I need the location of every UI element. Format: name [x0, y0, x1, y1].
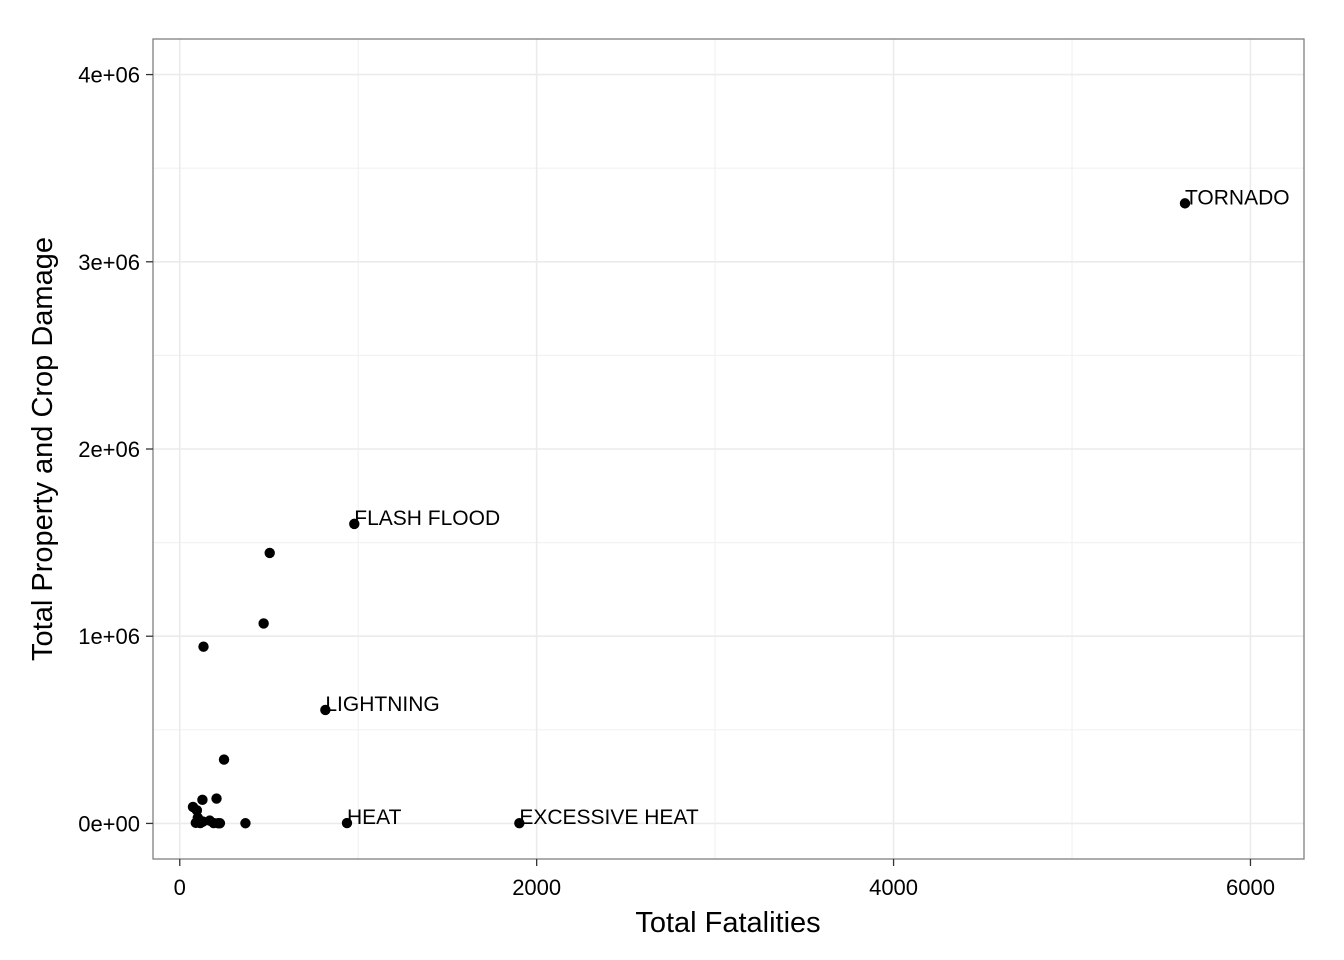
axis-ticks: 0 2000 4000 6000 0e+00 1e+06 2e+06 3e+06 4e+06 — [78, 63, 1275, 900]
y-tick-label: 0e+00 — [78, 811, 140, 836]
data-point — [264, 547, 275, 559]
grid — [153, 39, 1304, 859]
data-point — [320, 704, 331, 716]
y-tick-label: 2e+06 — [78, 437, 140, 462]
data-point — [197, 794, 208, 806]
data-point — [258, 618, 269, 629]
data-point — [240, 818, 251, 829]
data-point — [1179, 198, 1191, 209]
x-tick-label: 2000 — [512, 875, 561, 900]
x-tick-label: 4000 — [869, 875, 918, 900]
point-label: EXCESSIVE HEAT — [519, 806, 699, 829]
data-point — [349, 518, 360, 530]
data-point — [514, 817, 525, 829]
x-tick-label: 0 — [174, 875, 186, 900]
x-axis-title: Total Fatalities — [635, 907, 820, 939]
data-point — [211, 793, 222, 804]
y-tick-label: 3e+06 — [78, 250, 140, 275]
data-point — [341, 817, 353, 829]
data-point — [198, 641, 209, 652]
data-point — [214, 818, 226, 829]
x-tick-label: 6000 — [1226, 875, 1275, 900]
point-labels: TORNADO FLASH FLOOD LIGHTNING HEAT EXCESSIVE… — [325, 186, 1289, 829]
data-point — [218, 754, 230, 765]
y-tick-label: 1e+06 — [78, 624, 140, 649]
point-label: HEAT — [347, 806, 402, 829]
point-label: TORNADO — [1185, 186, 1290, 209]
point-label: LIGHTNING — [325, 693, 439, 716]
data-point — [195, 817, 206, 829]
y-tick-label: 4e+06 — [78, 63, 140, 88]
data-points — [187, 198, 1191, 829]
y-axis-title: Total Property and Crop Damage — [27, 237, 59, 661]
point-label: FLASH FLOOD — [354, 507, 500, 530]
